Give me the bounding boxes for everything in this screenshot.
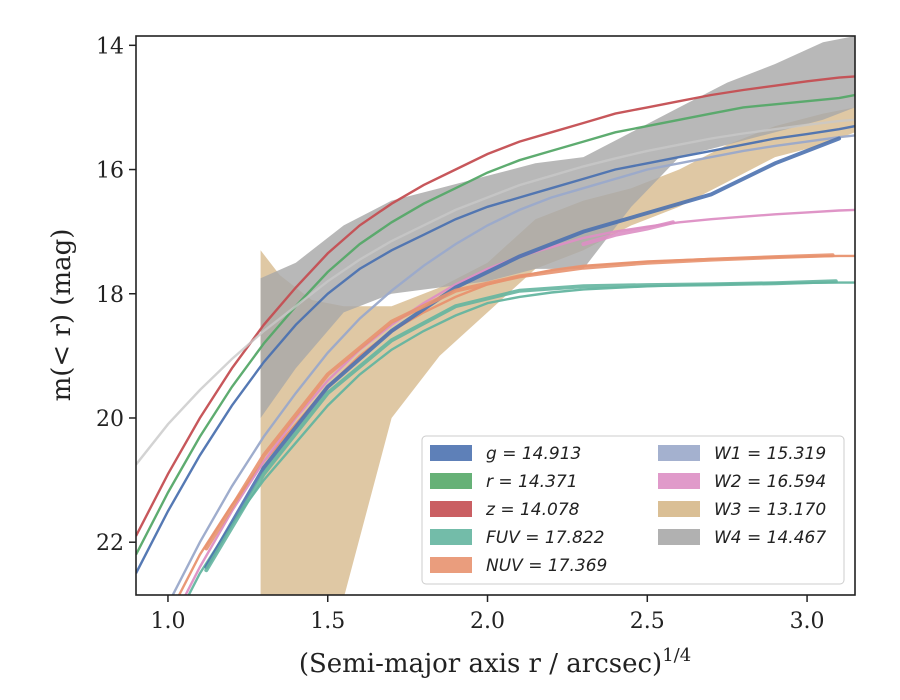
x-tick-label: 1.5 — [310, 609, 345, 634]
legend-label-nuv: NUV = 17.369 — [486, 556, 607, 576]
legend-label-w4: W4 = 14.467 — [714, 528, 826, 548]
y-tick-label: 16 — [96, 159, 124, 184]
x-tick-label: 1.0 — [150, 609, 185, 634]
y-tick-label: 20 — [96, 407, 124, 432]
x-tick-label: 2.0 — [470, 609, 505, 634]
y-axis-label: m(< r) (mag) — [47, 229, 77, 402]
y-axis-ticks: 14 16 18 20 22 — [96, 34, 136, 556]
curve-z — [136, 75, 855, 537]
legend: g = 14.913 r = 14.371 z = 14.078 FUV = 17.8… — [421, 435, 845, 585]
legend-swatch-nuv — [430, 557, 472, 573]
x-axis-ticks: 1.0 1.5 2.0 2.5 3.0 — [150, 595, 825, 634]
legend-box — [421, 435, 845, 585]
legend-label-w1: W1 = 15.319 — [714, 444, 826, 464]
legend-swatch-z — [430, 501, 472, 517]
band-w4 — [260, 36, 855, 418]
legend-swatch-r — [430, 473, 472, 489]
legend-swatch-w2 — [658, 473, 700, 489]
legend-swatch-w3 — [658, 501, 700, 517]
measured-profiles — [204, 136, 841, 573]
curve-w4 — [136, 118, 855, 466]
legend-label-z: z = 14.078 — [485, 500, 580, 520]
profile-g — [204, 136, 841, 569]
y-tick-label: 22 — [96, 531, 124, 556]
curve-w1 — [171, 134, 855, 595]
legend-swatch-g — [430, 445, 472, 461]
y-tick-label: 14 — [96, 34, 124, 59]
x-tick-label: 3.0 — [790, 609, 825, 634]
y-tick-label: 18 — [96, 283, 124, 308]
x-axis-label: (Semi-major axis r / arcsec)1/4 — [299, 645, 691, 679]
legend-label-fuv: FUV = 17.822 — [486, 528, 604, 548]
profile-nuv — [204, 253, 835, 551]
curve-g — [136, 124, 855, 574]
x-tick-label: 2.5 — [630, 609, 665, 634]
legend-swatch-w4 — [658, 529, 700, 545]
profile-w2 — [581, 220, 675, 247]
legend-label-w3: W3 = 13.170 — [714, 500, 826, 520]
legend-label-w2: W2 = 16.594 — [714, 472, 826, 492]
legend-label-g: g = 14.913 — [486, 444, 581, 464]
legend-label-r: r = 14.371 — [486, 472, 578, 492]
curve-r — [136, 93, 855, 556]
plot-frame — [135, 35, 856, 596]
profile-fuv — [204, 279, 838, 573]
legend-swatch-fuv — [430, 529, 472, 545]
legend-swatch-w1 — [658, 445, 700, 461]
